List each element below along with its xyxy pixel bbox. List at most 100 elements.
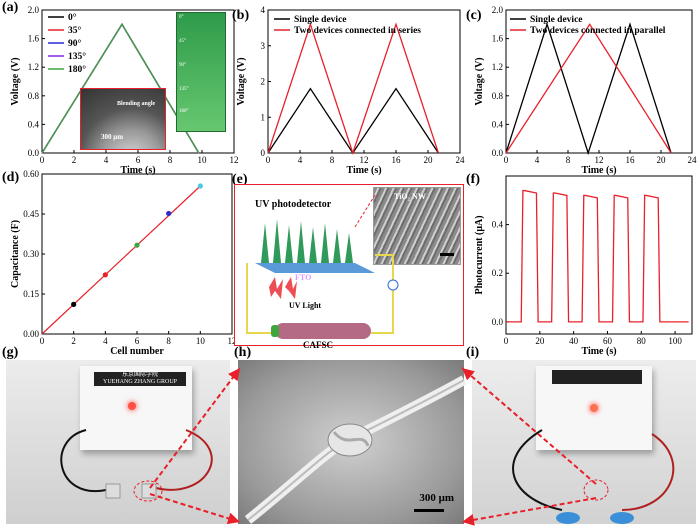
x-axis-label: Time (s) bbox=[581, 165, 616, 176]
x-tick-label: 0 bbox=[504, 336, 509, 346]
x-tick-label: 100 bbox=[668, 336, 682, 346]
x-tick-label: 80 bbox=[637, 336, 647, 346]
y-tick-label: 0.8 bbox=[28, 91, 40, 101]
bending-photos-inset: 0° 45° 90° 135° 180° bbox=[176, 12, 226, 132]
schematic-title: UV photodetector bbox=[255, 199, 332, 210]
series-line bbox=[267, 22, 440, 156]
scale-bar-h bbox=[414, 509, 444, 512]
wires-g bbox=[60, 429, 213, 502]
x-tick-label: 12 bbox=[230, 155, 239, 165]
legend-label: Single device bbox=[294, 15, 347, 25]
chart-d-capacitance: 0 2 4 6 8 10 12 0.00 0.15 0.30 0.45 0.60 Cell number… bbox=[10, 169, 237, 357]
y-tick-label: 0.0 bbox=[492, 317, 504, 327]
x-tick-label: 0 bbox=[504, 155, 509, 165]
panel-label-e: (e) bbox=[232, 172, 248, 187]
data-point bbox=[71, 301, 77, 307]
photo-g-led-demo: 东京国际学院 YUEHANG ZHANG GROUP bbox=[6, 360, 230, 524]
chart-c-parallel: 0 4 8 12 16 20 24 0.0 0.4 0.8 1.2 1.6 2.0 Time (s) Vol… bbox=[474, 5, 697, 176]
y-tick-label: 1.6 bbox=[492, 34, 504, 44]
y-axis-label: Voltage (V) bbox=[10, 57, 21, 105]
x-tick-label: 8 bbox=[566, 155, 571, 165]
y-tick-label: 0.0 bbox=[28, 148, 40, 158]
box-label-i bbox=[552, 370, 642, 384]
y-tick-label: 0.30 bbox=[23, 249, 39, 259]
angle-label: 0° bbox=[179, 15, 184, 20]
data-point bbox=[197, 183, 203, 189]
y-tick-label: 0.45 bbox=[23, 209, 39, 219]
x-tick-label: 12 bbox=[595, 155, 604, 165]
y-tick-label: 0.2 bbox=[492, 268, 503, 278]
legend-label: 90° bbox=[68, 38, 82, 49]
panel-label-g: (g) bbox=[2, 345, 19, 360]
box-text-1: 东京国际学院 bbox=[121, 372, 158, 378]
x-tick-label: 8 bbox=[166, 336, 171, 346]
knot-fiber bbox=[244, 375, 467, 524]
y-tick-label: 0.8 bbox=[492, 91, 504, 101]
nanowire-array bbox=[255, 219, 375, 273]
uv-photodetector-schematic: UV photodetector FTO TiO₂ NW UV Light CA… bbox=[234, 184, 464, 350]
y-tick-label: 0.15 bbox=[23, 289, 39, 299]
y-tick-label: 0.0 bbox=[492, 148, 504, 158]
bending-angle-label: Blending angle bbox=[117, 101, 156, 107]
tio2-label: TiO₂ NW bbox=[394, 192, 426, 201]
x-tick-label: 4 bbox=[104, 155, 109, 165]
panel-label-b: (b) bbox=[232, 8, 250, 23]
x-axis-label: Time (s) bbox=[581, 346, 616, 357]
x-axis-label: Time (s) bbox=[120, 165, 155, 176]
y-axis-label: Voltage (V) bbox=[474, 57, 485, 105]
y-tick-label: 2.0 bbox=[492, 5, 504, 15]
scale-bar bbox=[440, 253, 454, 256]
x-tick-label: 20 bbox=[424, 155, 434, 165]
panel-label-d: (d) bbox=[2, 170, 20, 185]
y-tick-label: 1.2 bbox=[28, 62, 39, 72]
y-tick-label: 0 bbox=[261, 148, 266, 158]
x-tick-label: 16 bbox=[392, 155, 402, 165]
x-tick-label: 60 bbox=[603, 336, 613, 346]
legend-label: Single device bbox=[530, 15, 583, 25]
series-line bbox=[506, 189, 689, 323]
uv-light-label: UV Light bbox=[289, 301, 322, 310]
photo-h-knot-sem: 300 μm bbox=[238, 360, 467, 524]
x-tick-label: 40 bbox=[569, 336, 579, 346]
x-tick-label: 4 bbox=[535, 155, 540, 165]
data-point bbox=[102, 272, 108, 278]
panel-label-i: (i) bbox=[466, 345, 480, 360]
legend-label: 0° bbox=[68, 12, 77, 23]
series-line bbox=[41, 23, 200, 154]
x-tick-label: 0 bbox=[40, 155, 45, 165]
x-tick-label: 24 bbox=[456, 155, 466, 165]
fto-label: FTO bbox=[295, 273, 312, 282]
chart-f-photocurrent: 0 20 40 60 80 100 0.0 0.2 0.4 Time (s) Photocurren… bbox=[474, 175, 693, 357]
y-tick-label: 1.2 bbox=[492, 62, 503, 72]
panel-label-c: (c) bbox=[466, 8, 482, 23]
y-axis-label: Photocurrent (μA) bbox=[474, 215, 485, 294]
y-tick-label: 2.0 bbox=[28, 5, 40, 15]
sem-scale-label: 300 μm bbox=[101, 133, 124, 141]
angle-label: 180° bbox=[179, 109, 189, 114]
x-tick-label: 20 bbox=[535, 336, 545, 346]
series-line bbox=[505, 22, 672, 156]
x-axis-label: Cell number bbox=[110, 346, 164, 357]
legend-label: 135° bbox=[68, 51, 86, 62]
led-glow-i bbox=[590, 404, 598, 412]
y-axis-label: Voltage (V) bbox=[236, 57, 247, 105]
wires-i bbox=[512, 429, 675, 524]
schematic-wires bbox=[246, 194, 399, 339]
y-tick-label: 0.4 bbox=[492, 119, 504, 129]
legend-label: 35° bbox=[68, 25, 82, 36]
y-tick-label: 2 bbox=[261, 77, 266, 87]
bending-sem-inset: Blending angle 300 μm bbox=[80, 88, 166, 150]
y-tick-label: 0.00 bbox=[23, 329, 39, 339]
panel-label-a: (a) bbox=[2, 0, 19, 15]
x-tick-label: 8 bbox=[168, 155, 173, 165]
led-glow bbox=[128, 402, 136, 410]
white-box-i bbox=[536, 366, 652, 450]
x-tick-label: 4 bbox=[298, 155, 303, 165]
x-tick-label: 4 bbox=[103, 336, 108, 346]
data-point bbox=[166, 210, 172, 217]
x-tick-label: 0 bbox=[40, 336, 45, 346]
sem-scale-h: 300 μm bbox=[419, 492, 454, 504]
y-tick-label: 0.4 bbox=[492, 220, 504, 230]
